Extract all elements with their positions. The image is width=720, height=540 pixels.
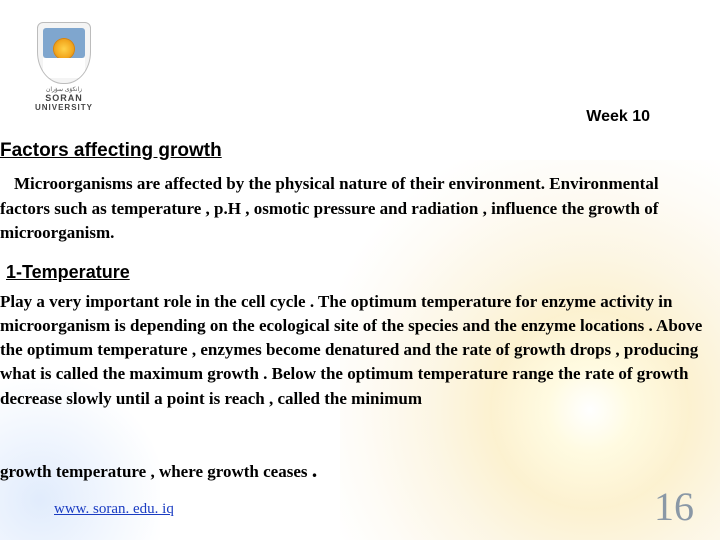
- tail-period: .: [312, 457, 318, 482]
- logo-text-university: UNIVERSITY: [14, 103, 114, 112]
- background-flare-left: [0, 440, 160, 540]
- week-label: Week 10: [586, 108, 650, 126]
- page-number: 16: [654, 483, 694, 530]
- tail-text: growth temperature , where growth ceases: [0, 462, 312, 481]
- intro-paragraph: Microorganisms are affected by the physi…: [0, 172, 700, 246]
- tail-line: growth temperature , where growth ceases…: [0, 462, 700, 482]
- logo-badge-icon: [37, 22, 91, 84]
- body-paragraph: Play a very important role in the cell c…: [0, 290, 714, 411]
- heading-temperature: 1-Temperature: [6, 262, 130, 283]
- university-logo: زانكۆى سۆران SORAN UNIVERSITY: [14, 22, 114, 112]
- website-link[interactable]: www. soran. edu. iq: [54, 501, 174, 518]
- logo-text-kurdish: زانكۆى سۆران: [14, 86, 114, 93]
- logo-text-name: SORAN: [14, 93, 114, 103]
- slide: زانكۆى سۆران SORAN UNIVERSITY Week 10 Fa…: [0, 0, 720, 540]
- heading-factors: Factors affecting growth: [0, 140, 222, 162]
